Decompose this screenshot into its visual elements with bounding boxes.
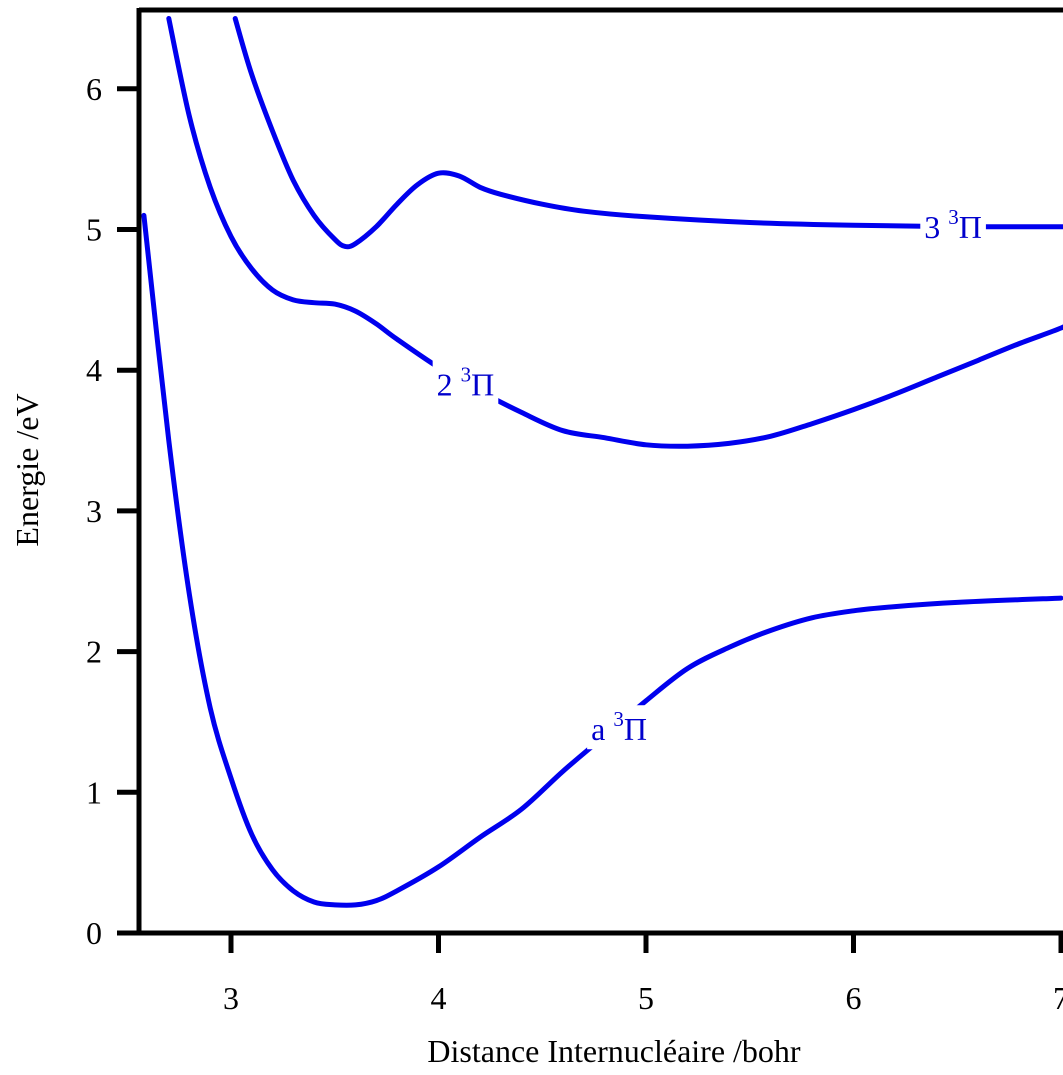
series-label-background [432,360,499,405]
series-label-text: a 3Π [591,707,647,747]
x-tick-label: 3 [223,980,239,1016]
x-tick-label: 5 [638,980,654,1016]
series-label-background [920,202,986,247]
y-tick-label: 1 [86,774,102,810]
y-tick-label: 3 [86,493,102,529]
series-label-1: 2 3Π [432,360,499,405]
y-tick-label: 5 [86,212,102,248]
y-tick-label: 6 [86,71,102,107]
y-tick-label: 4 [86,352,102,388]
y-tick-label: 0 [86,915,102,951]
series-label-background [587,705,651,750]
curve-labels: a 3Π 2 3Π 3 3Π [432,202,986,750]
series-line-2 [232,16,1063,250]
curves [141,16,1063,908]
series-line-1 [166,16,1063,449]
x-axis-title: Distance Internucléaire /bohr [427,1033,801,1069]
axes: 0 1 2 3 4 5 6 3 4 5 6 7 [86,7,1063,1016]
x-tick-label: 6 [846,980,862,1016]
y-tick-label: 2 [86,634,102,670]
series-label-text: 3 3Π [924,205,982,245]
x-tick-label: 4 [431,980,447,1016]
series-label-2: 3 3Π [920,202,986,247]
series-label-0: a 3Π [587,705,651,750]
series-line-0 [141,212,1063,908]
y-axis-title: Energie /eV [9,393,45,546]
x-tick-label: 7 [1053,980,1063,1016]
series-label-text: 2 3Π [437,363,495,403]
